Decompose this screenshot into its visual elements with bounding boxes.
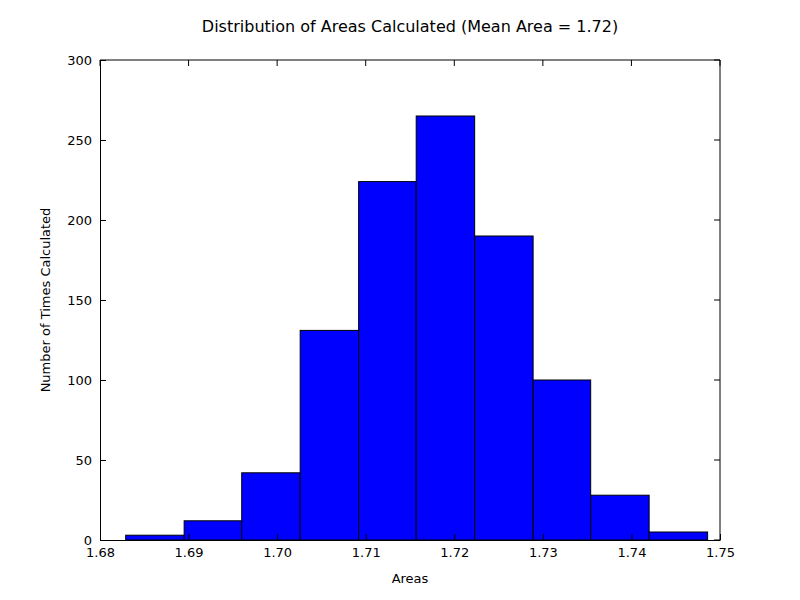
x-tick-label: 1.74 <box>617 545 646 560</box>
y-tick: 300 <box>67 53 106 68</box>
y-tick-mark <box>100 220 106 221</box>
x-tick: 1.72 <box>440 534 469 560</box>
y-tick-mark <box>100 140 106 141</box>
y-tick: 50 <box>75 453 106 468</box>
x-tick-mark <box>543 534 544 540</box>
x-tick: 1.70 <box>263 534 292 560</box>
y-tick: 0 <box>84 533 106 548</box>
x-tick-mark-top <box>720 60 721 66</box>
y-tick-label: 0 <box>84 533 92 548</box>
y-tick-mark-right <box>714 300 720 301</box>
chart-container: 1.681.691.701.711.721.731.741.7505010015… <box>0 0 800 600</box>
y-tick-mark <box>100 540 106 541</box>
y-tick: 150 <box>67 293 106 308</box>
x-tick: 1.69 <box>175 534 204 560</box>
x-tick-mark <box>631 534 632 540</box>
y-axis-title: Number of Times Calculated <box>38 208 53 393</box>
y-tick-label: 100 <box>67 373 92 388</box>
x-tick-label: 1.73 <box>529 545 558 560</box>
y-tick-mark <box>100 460 106 461</box>
x-tick-mark-top <box>365 60 366 66</box>
x-tick-label: 1.75 <box>706 545 735 560</box>
background <box>0 0 800 600</box>
histogram-bar <box>126 535 184 540</box>
y-tick-label: 250 <box>67 133 92 148</box>
x-axis-title: Areas <box>392 571 429 586</box>
x-axis-line <box>101 540 721 541</box>
y-tick: 100 <box>67 373 106 388</box>
y-tick-label: 200 <box>67 213 92 228</box>
y-tick-label: 300 <box>67 53 92 68</box>
y-tick: 250 <box>67 133 106 148</box>
y-tick-mark-right <box>714 380 720 381</box>
histogram-bar <box>416 116 474 540</box>
x-tick: 1.73 <box>529 534 558 560</box>
y-tick-mark <box>100 300 106 301</box>
y-tick: 200 <box>67 213 106 228</box>
x-tick-mark <box>454 534 455 540</box>
histogram-bar <box>300 330 358 540</box>
plot-frame <box>100 60 720 540</box>
chart-svg: 1.681.691.701.711.721.731.741.7505010015… <box>0 0 800 600</box>
y-tick-mark <box>100 380 106 381</box>
top-frame-line <box>100 60 720 61</box>
histogram-bar <box>184 521 242 540</box>
histogram-bar <box>359 182 417 540</box>
y-tick-mark-right <box>714 540 720 541</box>
x-tick-mark <box>366 534 367 540</box>
x-tick-mark <box>277 534 278 540</box>
x-tick-mark-top <box>631 60 632 66</box>
x-tick-mark-top <box>100 60 101 66</box>
x-tick-mark-top <box>277 60 278 66</box>
x-tick-label: 1.70 <box>263 545 292 560</box>
y-tick-label: 150 <box>67 293 92 308</box>
y-tick-mark-right <box>714 140 720 141</box>
x-tick: 1.74 <box>617 534 646 560</box>
histogram-bar <box>533 380 591 540</box>
histogram-bar <box>591 495 649 540</box>
histogram-bar <box>242 473 300 540</box>
x-tick: 1.71 <box>352 534 381 560</box>
y-tick-mark-right <box>714 60 720 61</box>
x-tick-label: 1.72 <box>440 545 469 560</box>
x-tick-mark-top <box>188 60 189 66</box>
chart-title: Distribution of Areas Calculated (Mean A… <box>202 17 618 36</box>
x-axis: 1.681.691.701.711.721.731.741.75 <box>86 534 735 560</box>
x-tick-mark-top <box>542 60 543 66</box>
x-tick-mark-top <box>454 60 455 66</box>
y-tick-mark-right <box>714 220 720 221</box>
y-axis: 0 50 100 150 200 250 300 <box>67 53 106 548</box>
bars <box>126 116 708 540</box>
x-tick-label: 1.71 <box>352 545 381 560</box>
y-tick-mark-right <box>714 460 720 461</box>
x-tick-mark <box>189 534 190 540</box>
x-tick-label: 1.69 <box>175 545 204 560</box>
y-tick-label: 50 <box>75 453 92 468</box>
histogram-bar <box>649 532 707 540</box>
histogram-bar <box>475 236 533 540</box>
